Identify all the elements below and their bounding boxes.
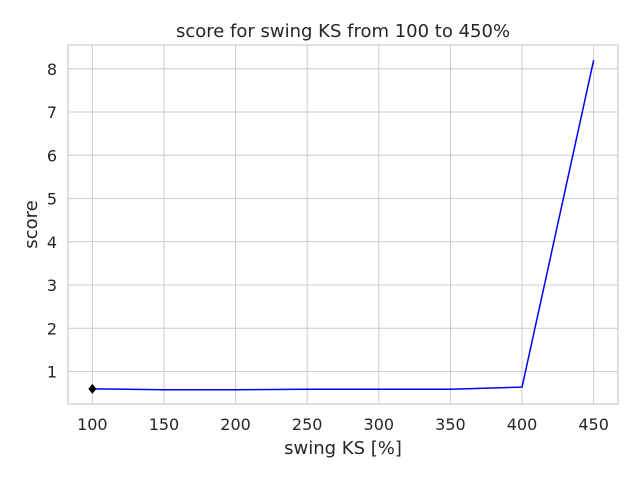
x-axis-label: swing KS [%] [284, 438, 402, 459]
x-tick-label: 250 [292, 415, 323, 434]
x-tick-label: 350 [435, 415, 466, 434]
y-tick-label: 7 [47, 103, 57, 122]
series-line [92, 59, 595, 391]
y-tick-label: 8 [47, 60, 57, 79]
x-tick-label: 400 [507, 415, 538, 434]
y-tick-label: 1 [47, 363, 57, 382]
grid [68, 45, 618, 404]
x-tick-label: 450 [578, 415, 609, 434]
y-axis-label: score [21, 200, 42, 248]
y-tick-label: 2 [47, 319, 57, 338]
x-tick-label: 100 [77, 415, 108, 434]
y-tick-labels: 1 2 3 4 5 6 7 8 [47, 60, 57, 382]
series-layer [88, 59, 595, 394]
y-tick-label: 4 [47, 233, 57, 252]
x-tick-label: 300 [364, 415, 395, 434]
plot-frame [67, 44, 619, 405]
y-tick-label: 5 [47, 190, 57, 209]
x-tick-label: 150 [149, 415, 180, 434]
y-tick-label: 6 [47, 146, 57, 165]
y-tick-label: 3 [47, 276, 57, 295]
chart-title: score for swing KS from 100 to 450% [176, 21, 510, 42]
diamond-marker [88, 383, 97, 394]
x-tick-labels: 100 150 200 250 300 350 400 450 [77, 415, 609, 434]
x-tick-label: 200 [220, 415, 251, 434]
